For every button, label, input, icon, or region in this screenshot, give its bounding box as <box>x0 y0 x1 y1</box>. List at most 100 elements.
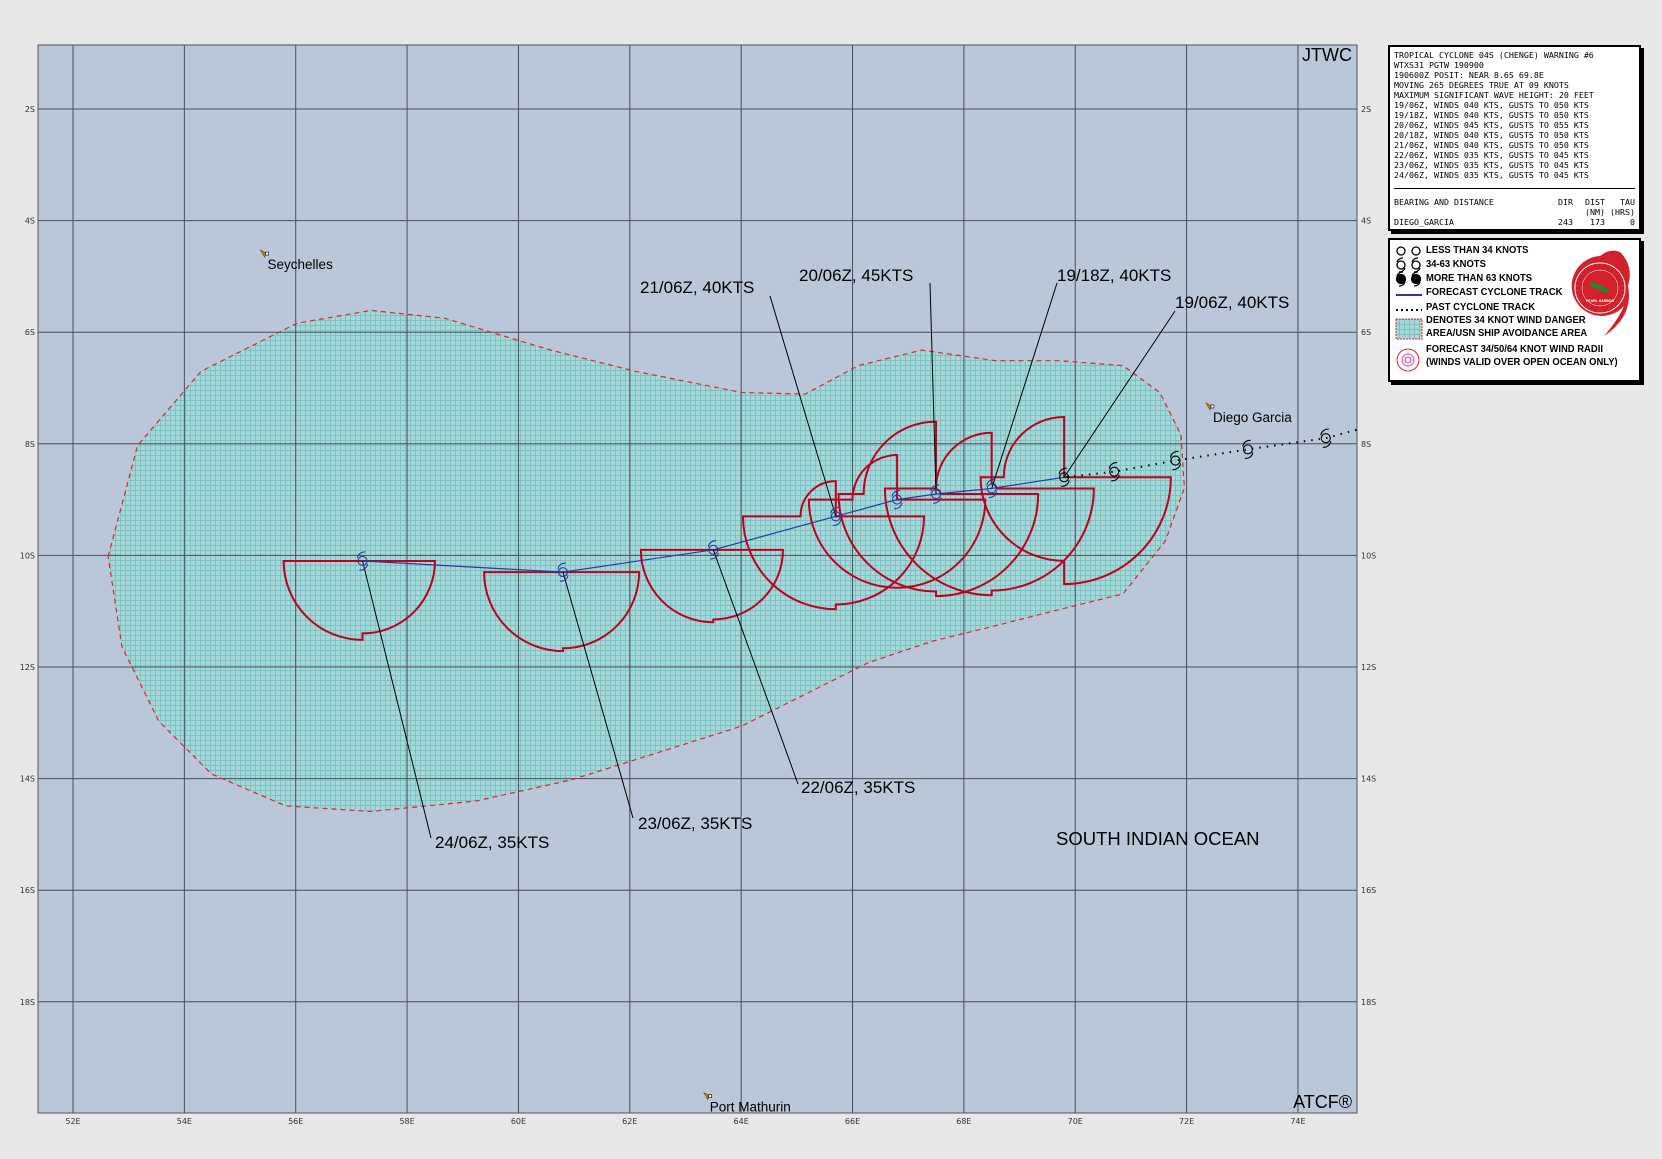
danger-area-border <box>107 309 1186 813</box>
forecast-cyclone-icon <box>707 540 719 560</box>
ocean-label: SOUTH INDIAN OCEAN <box>1056 828 1260 849</box>
label-leader-line <box>991 282 1058 489</box>
lon-tick-label: 58E <box>399 1117 414 1126</box>
lat-tick-label: 12S <box>20 663 35 672</box>
past-cyclone-icon <box>1242 439 1254 459</box>
forecast-cyclone-icon <box>891 490 903 510</box>
lat-tick-label: 6S <box>25 328 35 337</box>
lon-tick-label: 70E <box>1068 1117 1083 1126</box>
legend-label: 34-63 KNOTS <box>1426 258 1486 270</box>
lat-lon-grid <box>38 45 1357 1113</box>
label-leader-line <box>712 549 799 785</box>
svg-text:PEARL HARBOR: PEARL HARBOR <box>1586 299 1615 303</box>
cyclone-center <box>1320 433 1331 444</box>
lat-tick-label: 2S <box>25 105 35 114</box>
lat-tick-label: 2S <box>1361 105 1371 114</box>
cyclone-center <box>557 567 569 578</box>
legend-label: FORECAST CYCLONE TRACK <box>1426 286 1563 298</box>
cyclone-arms <box>986 478 998 499</box>
lon-tick-label: 66E <box>845 1117 860 1126</box>
cyclone-center <box>892 494 903 505</box>
bearing-header: BEARING AND DISTANCE DIR DIST TAU <box>1394 197 1635 207</box>
cyclone-arms <box>1108 462 1120 482</box>
lat-tick-label: 12S <box>1361 663 1376 672</box>
lat-tick-label: 18S <box>20 998 35 1007</box>
warning-line: 19/06Z, WINDS 040 KTS, GUSTS TO 050 KTS <box>1394 100 1589 110</box>
lat-tick-label: 18S <box>1361 998 1376 1007</box>
forecast-label: 20/06Z, 45KTS <box>799 266 913 285</box>
legend-label: FORECAST 34/50/64 KNOT WIND RADII <box>1426 343 1603 355</box>
legend-label: DENOTES 34 KNOT WIND DANGER <box>1426 314 1586 326</box>
cyclone-arms <box>1320 428 1332 448</box>
warning-line: 22/06Z, WINDS 035 KTS, GUSTS TO 045 KTS <box>1394 150 1589 160</box>
warning-line: 20/06Z, WINDS 045 KTS, GUSTS TO 055 KTS <box>1394 120 1589 130</box>
wind-radii-23-06Z <box>483 571 641 653</box>
label-leaders <box>362 282 1176 839</box>
warning-info-box: TROPICAL CYCLONE 04S (CHENGE) WARNING #6… <box>1388 45 1641 231</box>
lon-tick-label: 54E <box>177 1117 192 1126</box>
lat-tick-label: 10S <box>1361 551 1376 560</box>
lon-tick-label: 72E <box>1179 1117 1194 1126</box>
cyclone-center <box>708 544 719 555</box>
wind-radii-19-18Z <box>883 431 1095 597</box>
label-leader-line <box>769 295 837 517</box>
cyclone-open-icon <box>1396 246 1421 256</box>
lat-tick-label: 14S <box>20 775 35 784</box>
cyclone-arms <box>1169 450 1182 471</box>
warning-line: 24/06Z, WINDS 035 KTS, GUSTS TO 045 KTS <box>1394 170 1589 180</box>
legend-label: (WINDS VALID OVER OPEN OCEAN ONLY) <box>1426 356 1618 368</box>
past-cyclone-icon <box>1108 462 1120 482</box>
bearing-units: (NM) (HRS) <box>1585 207 1635 217</box>
warning-line: 23/06Z, WINDS 035 KTS, GUSTS TO 045 KTS <box>1394 160 1589 170</box>
lat-tick-label: 16S <box>20 886 35 895</box>
forecast-label: 21/06Z, 40KTS <box>640 278 754 297</box>
bearing-row: DIEGO_GARCIA 243 173 0 <box>1394 217 1635 227</box>
forecast-label: 19/18Z, 40KTS <box>1057 266 1171 285</box>
forecast-label: 24/06Z, 35KTS <box>435 833 549 852</box>
past-cyclone-icon <box>1058 467 1070 487</box>
forecast-label: 23/06Z, 35KTS <box>638 814 752 833</box>
cyclone-center <box>930 488 942 500</box>
forecast-cyclone-icon <box>986 478 998 499</box>
cyclone-symbols <box>356 428 1332 582</box>
forecast-label: 22/06Z, 35KTS <box>801 778 915 797</box>
cyclone-arms <box>356 551 369 571</box>
forecast-track-line <box>362 476 1065 573</box>
wind-radii-22-06Z <box>639 548 784 624</box>
agency-label: JTWC <box>1302 45 1352 65</box>
wind-radii-21-06Z <box>741 480 926 611</box>
forecast-label: 19/06Z, 40KTS <box>1175 293 1289 312</box>
place-marker-dot <box>1210 404 1215 409</box>
legend-label: LESS THAN 34 KNOTS <box>1426 244 1529 256</box>
cyclone-center <box>1242 444 1253 455</box>
cyclone-center <box>986 483 997 494</box>
lon-tick-label: 56E <box>288 1117 303 1126</box>
lat-tick-label: 8S <box>1361 440 1371 449</box>
forecast-cyclone-icon <box>356 551 369 571</box>
axis-ticks: 52E 54E 56E 58E 60E 62E 64E 66E 68E 70E 72E 74E 2S 2S… <box>20 105 1377 1126</box>
warning-line: 190600Z POSIT: NEAR 8.6S 69.8E <box>1394 70 1544 80</box>
past-cyclone-icon <box>1169 450 1182 471</box>
forecast-cyclone-icon <box>830 506 842 526</box>
forecast-cyclone-icon <box>557 562 569 582</box>
cyclone-arms <box>707 540 719 560</box>
warning-line: WTXS31 PGTW 190900 <box>1394 60 1484 70</box>
lon-tick-label: 74E <box>1290 1117 1305 1126</box>
cyclone-arms <box>891 490 903 510</box>
cyclone-center <box>830 511 841 522</box>
wind-radii-19-06Z <box>979 415 1172 586</box>
lon-tick-label: 64E <box>734 1117 749 1126</box>
cyclone-arms <box>930 484 942 504</box>
places: Seychelles Diego Garcia Port Mathurin <box>259 249 1292 1113</box>
lat-tick-label: 4S <box>25 217 35 226</box>
cyclone-arms <box>1242 439 1254 459</box>
legend-box: LESS THAN 34 KNOTS 34-63 KNOTS MORE THAN 6… <box>1388 238 1641 382</box>
lat-tick-label: 8S <box>25 440 35 449</box>
legend-label: MORE THAN 63 KNOTS <box>1426 272 1533 284</box>
lon-tick-label: 60E <box>511 1117 526 1126</box>
warning-line: 21/06Z, WINDS 040 KTS, GUSTS TO 050 KTS <box>1394 140 1589 150</box>
lat-tick-label: 4S <box>1361 217 1371 226</box>
warning-line: MOVING 265 DEGREES TRUE AT 09 KNOTS <box>1394 80 1569 90</box>
lon-tick-label: 52E <box>65 1117 80 1126</box>
